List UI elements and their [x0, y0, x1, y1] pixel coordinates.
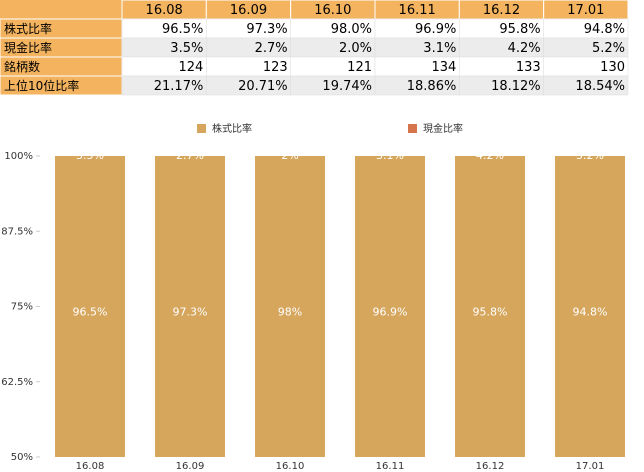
cell-text: 20.71%	[238, 79, 288, 94]
y-tick-label: 62.5%	[1, 377, 33, 388]
header-text: 16.12	[483, 3, 520, 18]
header-text: 16.08	[146, 3, 183, 18]
cell-text: 123	[263, 60, 288, 75]
cell-text: 3.5%	[170, 41, 203, 56]
data-label: 3.5%	[76, 149, 104, 162]
legend-swatch	[408, 124, 417, 133]
x-tick-label: 16.12	[476, 461, 505, 472]
header-text: 17.01	[567, 3, 604, 18]
data-label: 94.8%	[573, 306, 608, 319]
data-label: 5.2%	[576, 149, 604, 162]
row-label: 銘柄数	[4, 59, 40, 74]
x-tick-label: 16.10	[276, 461, 305, 472]
cell-text: 18.86%	[407, 79, 457, 94]
cell-text: 124	[179, 60, 204, 75]
bar-segment	[555, 156, 625, 457]
cell-text: 95.8%	[499, 22, 540, 37]
y-tick-label: 100%	[4, 151, 33, 162]
cell-text: 5.2%	[592, 41, 625, 56]
row-label: 株式比率	[4, 21, 52, 36]
cell-text: 18.12%	[491, 79, 541, 94]
table-corner	[0, 0, 122, 19]
data-label: 95.8%	[473, 306, 508, 319]
y-tick-label: 50%	[11, 452, 33, 463]
bar-segment	[355, 156, 425, 457]
bar-segment	[155, 156, 225, 457]
x-tick-label: 16.08	[76, 461, 105, 472]
header-text: 16.11	[399, 3, 436, 18]
cell-text: 2.0%	[339, 41, 372, 56]
cell-text: 96.9%	[415, 22, 456, 37]
cell-text: 94.8%	[584, 22, 625, 37]
cell-text: 98.0%	[331, 22, 372, 37]
header-text: 16.09	[230, 3, 267, 18]
cell-text: 130	[600, 60, 625, 75]
y-tick-label: 87.5%	[1, 226, 33, 237]
bar-segment	[255, 156, 325, 457]
legend-label: 現金比率	[423, 122, 463, 135]
cell-text: 133	[516, 60, 541, 75]
row-label: 現金比率	[4, 40, 52, 55]
cell-text: 134	[432, 60, 457, 75]
data-label: 96.5%	[73, 306, 108, 319]
cell-text: 97.3%	[246, 22, 287, 37]
x-tick-label: 17.01	[576, 461, 605, 472]
cell-text: 3.1%	[423, 41, 456, 56]
data-label: 3.1%	[376, 149, 404, 162]
data-label: 96.9%	[373, 306, 408, 319]
cell-text: 96.5%	[162, 22, 203, 37]
data-label: 2%	[281, 149, 298, 162]
header-text: 16.10	[314, 3, 351, 18]
data-label: 97.3%	[173, 306, 208, 319]
cell-text: 18.54%	[575, 79, 625, 94]
x-tick-label: 16.09	[176, 461, 205, 472]
bar-segment	[455, 156, 525, 457]
legend-swatch	[197, 124, 206, 133]
y-tick-label: 75%	[11, 302, 33, 313]
legend-label: 株式比率	[212, 122, 252, 135]
cell-text: 2.7%	[255, 41, 288, 56]
bar-segment	[55, 156, 125, 457]
cell-text: 21.17%	[154, 79, 204, 94]
data-label: 2.7%	[176, 149, 204, 162]
row-label: 上位10位比率	[4, 78, 79, 93]
data-label: 4.2%	[476, 149, 504, 162]
cell	[543, 75, 629, 96]
cell-text: 121	[347, 60, 372, 75]
x-tick-label: 16.11	[376, 461, 405, 472]
data-label: 98%	[278, 306, 302, 319]
cell-text: 4.2%	[508, 41, 541, 56]
cell-text: 19.74%	[322, 79, 372, 94]
